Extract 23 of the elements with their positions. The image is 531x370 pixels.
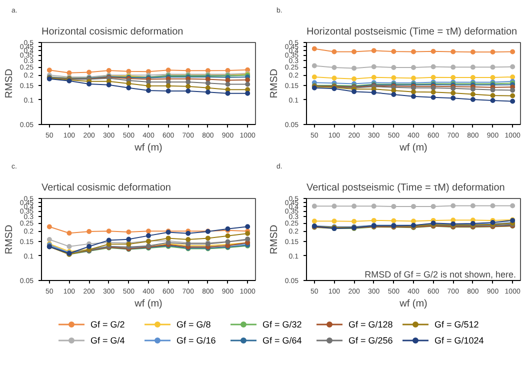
legend-label: Gf = G/256	[348, 336, 393, 346]
legend-label: Gf = G/2	[90, 320, 125, 330]
legend-label: Gf = G/64	[262, 336, 302, 346]
chart-title: Vertical postseismic (Time = τM) deformation	[306, 182, 505, 194]
x-axis-title: wf (m)	[398, 298, 428, 310]
y-axis-title: RMSD	[268, 68, 280, 98]
y-axis-title: RMSD	[4, 68, 15, 98]
x-axis-title: wf (m)	[398, 142, 428, 154]
chart-title: Horizontal postseismic (Time = τM) deformation	[306, 26, 518, 38]
legend-label: Gf = G/4	[90, 336, 125, 346]
x-axis-title: wf (m)	[134, 142, 162, 154]
annotation: RMSD of Gf = G/2 is not shown, here.	[364, 270, 516, 280]
legend-label: Gf = G/512	[434, 320, 479, 330]
x-axis-title: wf (m)	[134, 298, 162, 310]
legend-label: Gf = G/32	[262, 320, 302, 330]
legend-label: Gf = G/16	[176, 336, 216, 346]
legend-label: Gf = G/1024	[434, 336, 484, 346]
y-axis-title: RMSD	[4, 224, 15, 254]
legend-label: Gf = G/128	[348, 320, 393, 330]
legend-label: Gf = G/8	[176, 320, 211, 330]
y-axis-title: RMSD	[268, 224, 280, 254]
chart-title: Horizontal cosismic deformation	[42, 26, 184, 38]
chart-title: Vertical cosismic deformation	[42, 182, 171, 194]
